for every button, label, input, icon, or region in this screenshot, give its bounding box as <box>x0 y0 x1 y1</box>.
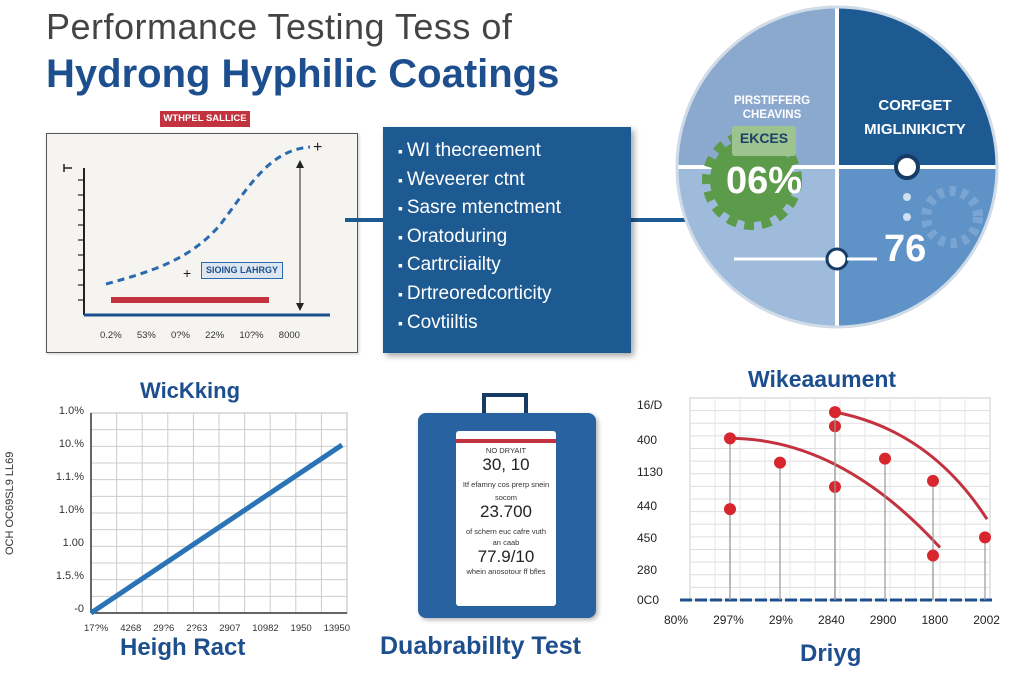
data-point <box>979 531 991 544</box>
list-item: WI thecreement <box>398 140 561 169</box>
list-item: Weveerer ctnt <box>398 169 561 198</box>
top-x-tick: 10?% <box>239 330 264 341</box>
y-tick: 1130 <box>637 465 663 479</box>
red-bar <box>111 297 269 303</box>
page-title-line2: Hydrong Hyphilic Coatings <box>46 52 560 96</box>
features-list: WI thecreement Weveerer ctnt Sasre mtenc… <box>398 140 561 340</box>
x-tick: 2907 <box>219 623 241 634</box>
svg-text:+: + <box>183 265 191 281</box>
data-point <box>879 452 891 465</box>
durability-sheet: NO DRYAIT 30, 10 Itf efamny cos prerp sn… <box>456 431 556 606</box>
x-tick: 4268 <box>120 623 142 634</box>
wicking-x-ticks: 17?% 4268 29?6 2?63 2907 10982 1950 1395… <box>84 623 350 634</box>
top-x-ticks: 0.2% 53% 0?% 22% 10?% 8000 <box>100 330 300 341</box>
sheet-line: whein anosotour ff bfles <box>466 567 546 576</box>
durability-title: Duabrabillty Test <box>380 632 581 660</box>
x-tick: 10982 <box>252 623 279 634</box>
list-item: Cartrciiailty <box>398 254 561 283</box>
y-tick: 280 <box>637 563 658 577</box>
x-tick: 2900 <box>869 613 897 627</box>
top-x-tick: 53% <box>136 330 156 341</box>
sheet-line: an caab <box>492 538 520 547</box>
list-item: Sasre mtenctment <box>398 197 561 226</box>
trend-curve <box>834 410 989 521</box>
data-point <box>927 549 939 562</box>
data-point <box>724 503 736 516</box>
sheet-line: of schern euc cafre vuth <box>465 527 547 536</box>
sheet-red-line <box>456 439 556 443</box>
node-icon <box>894 154 920 180</box>
top-x-tick: 0?% <box>170 330 190 341</box>
y-tick: 1.1.% <box>55 471 84 483</box>
y-tick: 1.5.% <box>55 570 84 582</box>
x-tick: 13950 <box>323 623 350 634</box>
quadrant-tl-line1: PIRSTIFFERG <box>733 95 811 107</box>
y-tick: 450 <box>637 531 658 545</box>
heigh-ract-title: Heigh Ract <box>120 634 246 661</box>
wike-title: Wikeaaument <box>748 366 897 392</box>
quadrant-tl-label: PIRSTIFFERG CHEAVINS <box>712 94 832 122</box>
quadrant-tr-line1: CORFGET <box>878 97 952 114</box>
svg-text:+: + <box>313 139 322 156</box>
x-tick: 29% <box>768 613 793 627</box>
clipboard-handle-icon <box>482 393 528 423</box>
data-point <box>774 456 786 469</box>
data-point <box>927 474 939 487</box>
driyg-title: Driyg <box>800 640 862 667</box>
curve-label-box: SIOING LAHRGY <box>201 262 283 279</box>
red-label: WTHPEL SALLICE <box>160 111 250 127</box>
y-tick: 1.0% <box>58 504 84 516</box>
list-item: Oratoduring <box>398 226 561 255</box>
x-tick: 2?63 <box>186 623 208 634</box>
top-x-tick: 8000 <box>278 330 300 341</box>
data-point <box>829 406 841 419</box>
sheet-line: NO DRYAIT <box>485 446 527 455</box>
badge-value: 06% <box>725 160 803 202</box>
trend-curve <box>729 436 942 549</box>
top-x-tick: 0.2% <box>100 330 122 341</box>
y-tick: 0C0 <box>637 593 660 607</box>
sheet-value: 23.700 <box>480 502 532 521</box>
wike-x-ticks: 80% 297% 29% 2840 2900 1800 2002 <box>664 613 1000 627</box>
sheet-value: 30, 10 <box>482 455 530 474</box>
wicking-title: WicKking <box>140 378 241 403</box>
value-76: 76 <box>884 228 927 270</box>
page-title-line1: Performance Testing Tess of <box>46 6 513 47</box>
y-tick: 10.% <box>58 438 84 450</box>
quadrant-tr-label: CORFGET MIGLINIKICTY <box>840 94 990 142</box>
wicking-y-ticks: 1.0% 10.% 1.1.% 1.0% 1.00 1.5.% -0 <box>44 405 84 617</box>
badge-label: EKCES <box>739 130 789 146</box>
sheet-value: 77.9/10 <box>477 547 535 566</box>
y-tick: 440 <box>637 499 658 513</box>
circle-diagram <box>675 5 999 329</box>
x-tick: 1800 <box>921 613 949 627</box>
quadrant-tr-line2: MIGLINIKICTY <box>864 121 966 138</box>
sheet-line: Itf efamny cos prerp snein <box>462 480 550 489</box>
list-item: Drtreoredcorticity <box>398 283 561 312</box>
x-tick: 29?6 <box>153 623 175 634</box>
y-tick: 400 <box>637 433 658 447</box>
y-tick: 1.0% <box>58 405 84 417</box>
list-item: Covtiiltis <box>398 312 561 341</box>
x-tick: 2002 <box>973 613 1000 627</box>
x-tick: 2840 <box>817 613 845 627</box>
wike-y-ticks: 16/D 400 1130 440 450 280 0C0 <box>637 398 663 607</box>
x-tick: 297% <box>713 613 744 627</box>
faint-gear-icon <box>921 186 983 248</box>
sheet-line: socom <box>494 493 518 502</box>
wicking-chart <box>89 412 348 616</box>
quadrant-tl-line2: CHEAVINS <box>742 109 802 121</box>
y-tick: 1.00 <box>62 537 84 549</box>
x-tick: 17?% <box>84 623 109 634</box>
y-tick: -0 <box>74 603 84 615</box>
x-tick: 80% <box>664 613 689 627</box>
top-x-tick: 22% <box>205 330 225 341</box>
data-point <box>724 432 736 445</box>
dashed-curve <box>105 145 311 286</box>
x-tick: 1950 <box>290 623 312 634</box>
series-line <box>89 442 344 616</box>
y-tick: 16/D <box>637 398 663 412</box>
